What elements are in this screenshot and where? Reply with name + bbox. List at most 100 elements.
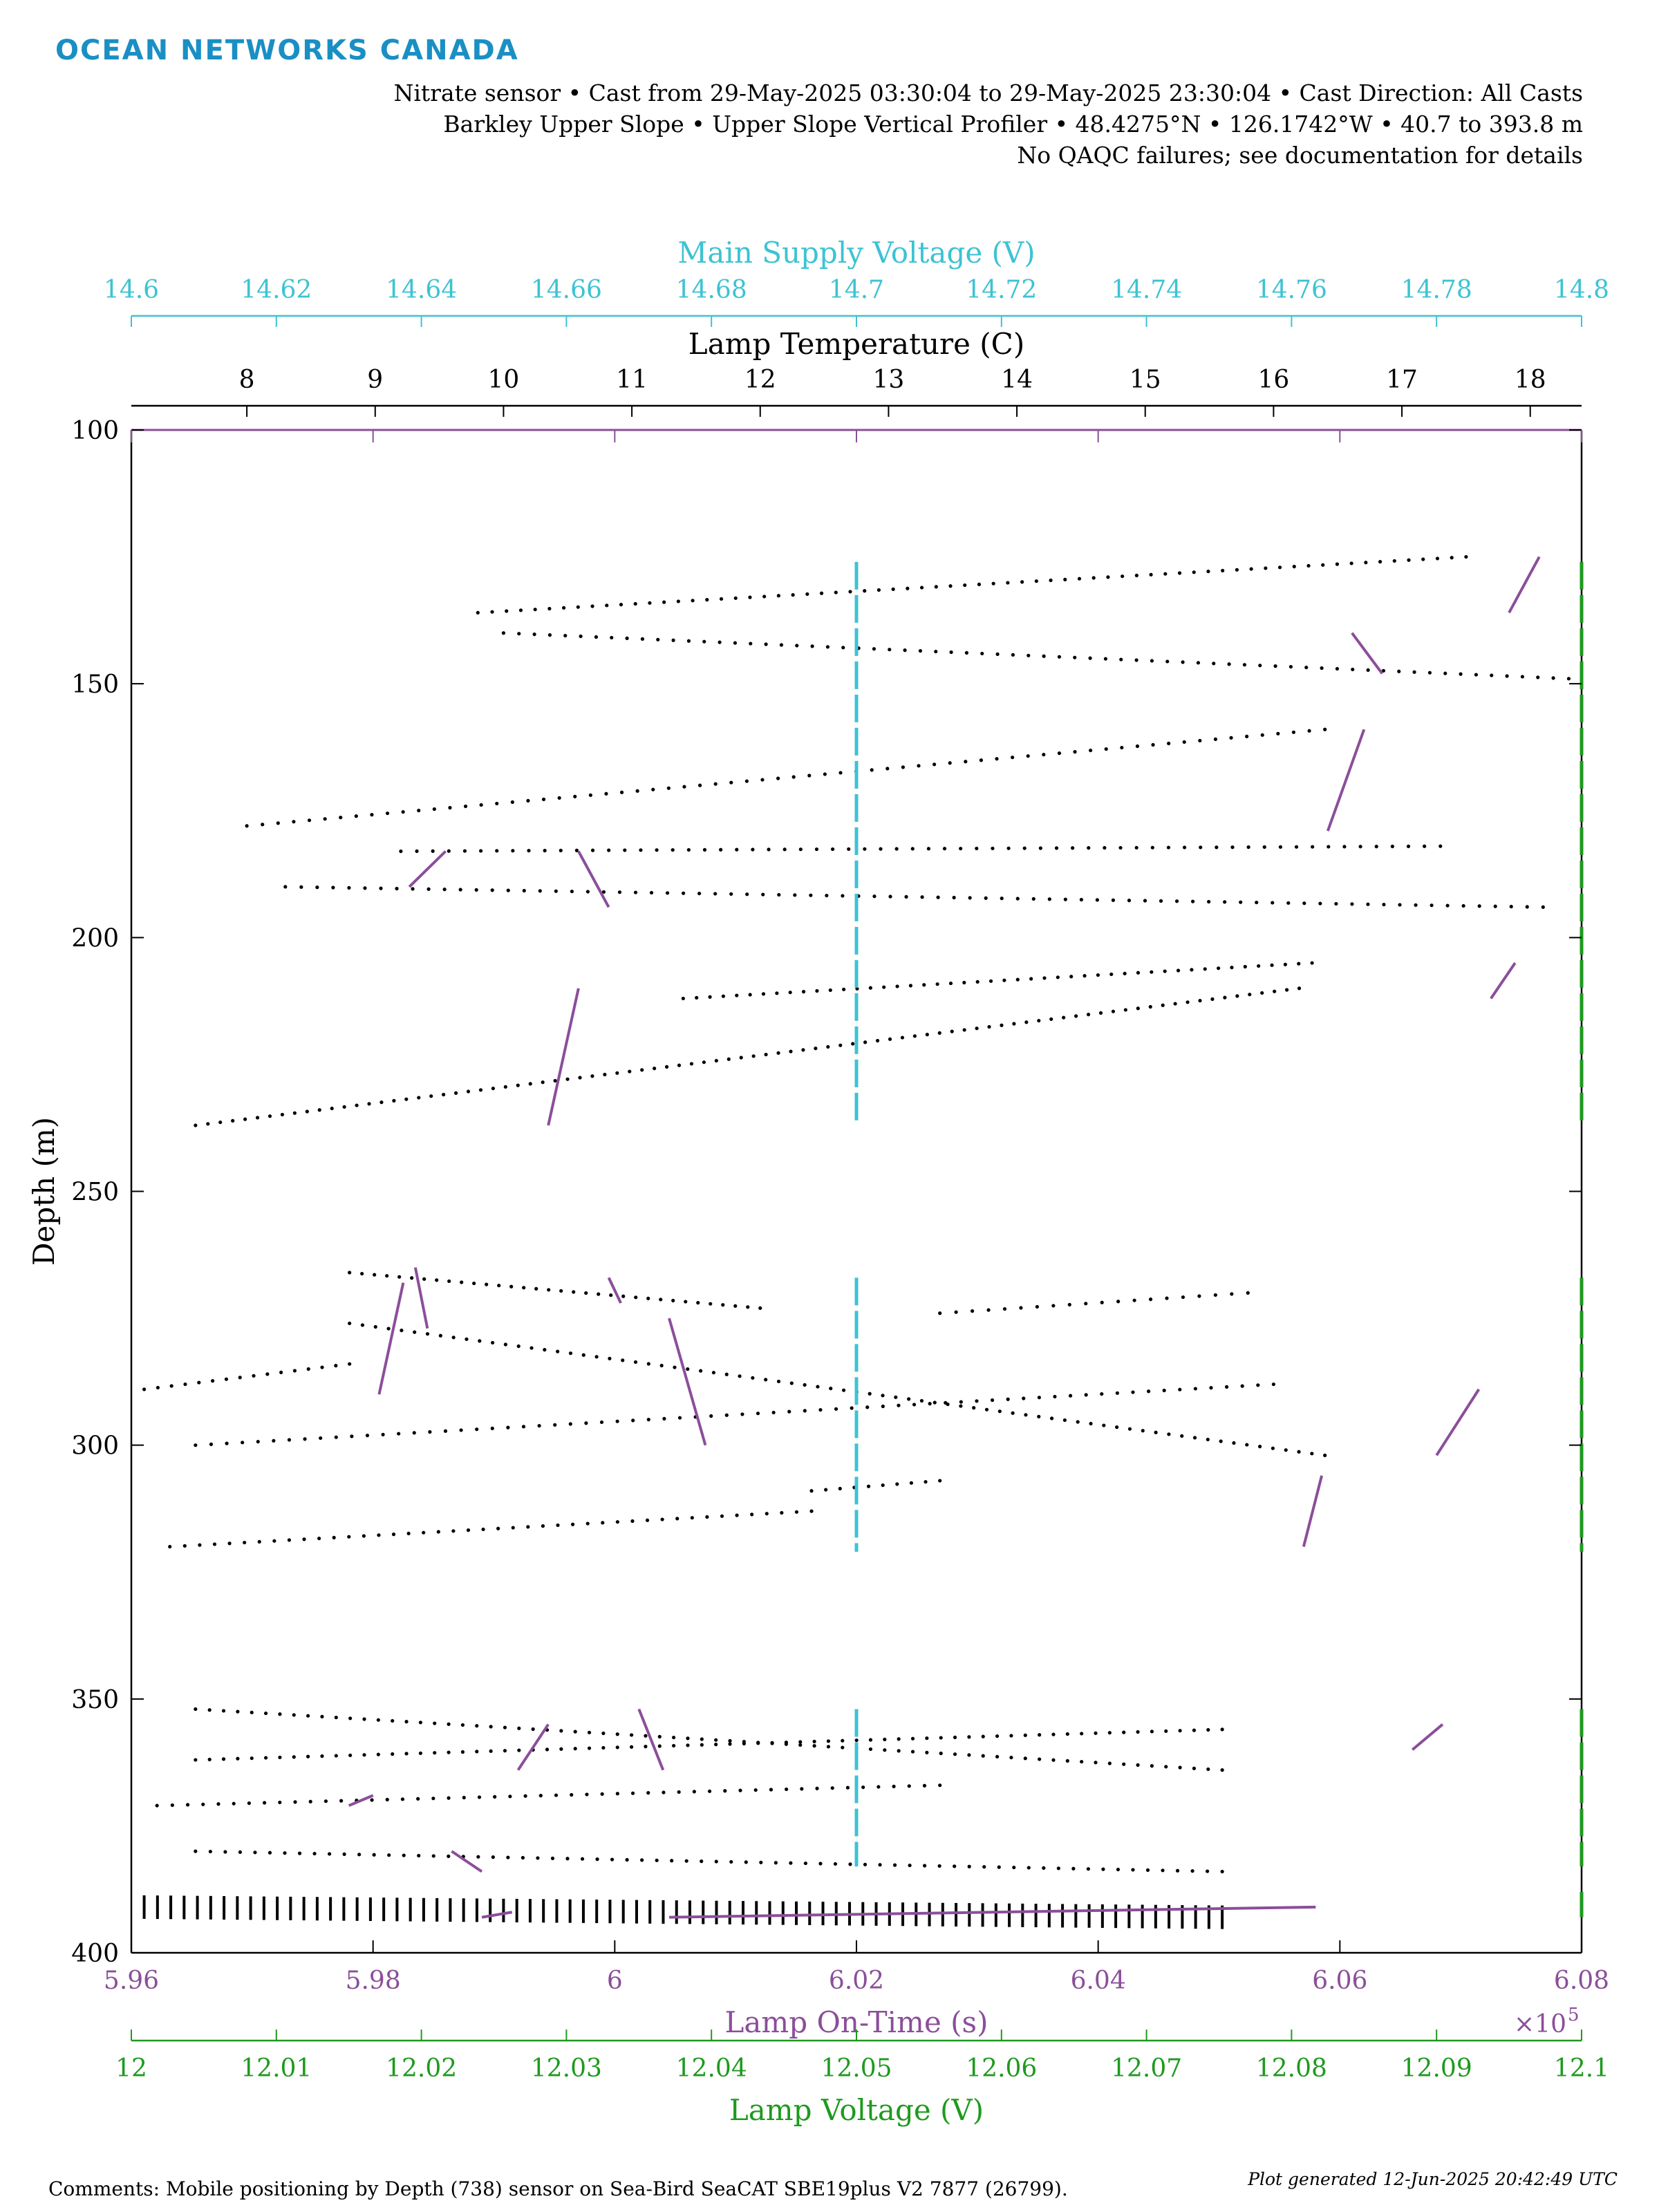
temperature-point bbox=[798, 1740, 803, 1744]
temperature-point bbox=[265, 1372, 270, 1376]
temperature-point bbox=[1323, 727, 1327, 731]
temperature-point bbox=[764, 1378, 768, 1382]
temperature-point bbox=[1150, 1764, 1154, 1768]
temperature-point bbox=[932, 762, 937, 767]
temperature-point bbox=[1131, 1390, 1135, 1394]
temperature-point bbox=[449, 1898, 452, 1922]
temperature-point bbox=[808, 1901, 812, 1925]
temperature-point bbox=[1027, 1866, 1031, 1870]
temperature-point bbox=[385, 811, 390, 816]
temperature-point bbox=[711, 1371, 716, 1375]
temperature-point bbox=[882, 985, 886, 989]
temperature-point bbox=[506, 1425, 510, 1430]
temperature-point bbox=[442, 888, 447, 892]
temperature-point bbox=[368, 1897, 372, 1921]
temperature-point bbox=[781, 1901, 785, 1925]
temperature-point bbox=[385, 1274, 389, 1278]
temperature-point bbox=[1349, 561, 1353, 565]
temperature-point bbox=[565, 1077, 570, 1081]
temperature-point bbox=[342, 1852, 346, 1856]
temperature-point bbox=[988, 979, 993, 983]
temperature-point bbox=[447, 1722, 451, 1726]
temperature-point bbox=[751, 1054, 756, 1058]
temperature-point bbox=[825, 893, 829, 898]
temperature-point bbox=[261, 823, 265, 827]
temperature-point bbox=[545, 1747, 550, 1752]
temperature-point bbox=[738, 1374, 742, 1378]
temperature-point bbox=[1079, 897, 1083, 902]
temperature-point bbox=[719, 847, 723, 852]
temperature-point bbox=[206, 1122, 210, 1126]
temperature-point bbox=[1207, 899, 1211, 904]
temperature-point bbox=[1248, 993, 1252, 997]
temperature-point bbox=[848, 1862, 852, 1866]
temperature-point bbox=[573, 1730, 577, 1734]
temperature-point bbox=[900, 1035, 905, 1040]
temperature-point bbox=[1327, 845, 1331, 849]
temperature-point bbox=[677, 1790, 681, 1794]
temperature-point bbox=[386, 1327, 391, 1331]
temperature-point bbox=[1122, 1762, 1126, 1766]
temperature-point bbox=[517, 1748, 521, 1752]
temperature-point bbox=[673, 1365, 677, 1369]
temperature-point bbox=[347, 1535, 351, 1539]
temperature-point bbox=[888, 648, 892, 652]
temperature-point bbox=[462, 1795, 466, 1800]
lamp-on-time-segment bbox=[1508, 556, 1541, 614]
temperature-point bbox=[1076, 1420, 1080, 1424]
temperature-point bbox=[1278, 845, 1283, 849]
temperature-point bbox=[1051, 1758, 1056, 1762]
temperature-point bbox=[348, 1321, 352, 1326]
temperature-point bbox=[517, 632, 521, 636]
lamp-voltage-tick-label: 12.03 bbox=[531, 2054, 602, 2083]
temperature-point bbox=[697, 783, 702, 787]
temperature-point bbox=[332, 1535, 336, 1539]
temperature-point bbox=[729, 1859, 733, 1864]
temperature-point bbox=[443, 1429, 448, 1433]
temperature-point bbox=[830, 1786, 834, 1790]
temperature-point bbox=[619, 790, 624, 794]
temperature-point bbox=[541, 1524, 545, 1528]
temperature-point bbox=[953, 1752, 957, 1756]
temperature-point bbox=[651, 787, 655, 791]
temperature-point bbox=[987, 1024, 991, 1029]
temperature-point bbox=[156, 1385, 160, 1390]
temperature-point bbox=[559, 848, 563, 852]
temperature-point bbox=[531, 1727, 535, 1732]
temperature-point bbox=[370, 813, 374, 817]
temperature-point bbox=[872, 647, 877, 651]
temperature-point bbox=[1180, 1434, 1184, 1438]
temperature-point bbox=[418, 1751, 422, 1755]
temperature-point bbox=[1490, 673, 1494, 677]
temperature-point bbox=[278, 1755, 282, 1759]
depth-tick-label: 350 bbox=[71, 1686, 119, 1714]
temperature-point bbox=[912, 1403, 917, 1407]
temperature-point bbox=[972, 1406, 976, 1410]
temperature-point bbox=[713, 782, 718, 786]
temperature-point bbox=[183, 1382, 187, 1387]
footer-comment: Comments: Mobile positioning by Depth (7… bbox=[48, 2177, 1068, 2200]
temperature-point bbox=[990, 1398, 995, 1403]
temperature-point bbox=[684, 1859, 688, 1863]
temperature-point bbox=[1065, 1732, 1069, 1736]
temperature-point bbox=[339, 1799, 344, 1803]
temperature-point bbox=[308, 1799, 312, 1803]
temperature-point bbox=[453, 1091, 458, 1095]
temperature-point bbox=[1023, 1756, 1027, 1761]
temperature-point bbox=[935, 982, 939, 986]
temperature-point bbox=[633, 1360, 638, 1365]
temperature-point bbox=[793, 893, 797, 897]
temperature-point bbox=[1245, 1443, 1249, 1447]
temperature-point bbox=[1177, 571, 1182, 575]
temperature-point bbox=[448, 805, 452, 810]
temperature-point bbox=[1116, 1300, 1121, 1304]
temperature-point bbox=[1164, 1765, 1168, 1769]
temperature-point bbox=[910, 1750, 915, 1754]
temperature-point bbox=[791, 775, 796, 779]
temperature-point bbox=[447, 1854, 451, 1858]
temperature-point bbox=[1000, 1023, 1004, 1027]
temperature-point bbox=[838, 771, 843, 775]
temperature-point bbox=[883, 1737, 887, 1741]
temperature-point bbox=[182, 1895, 186, 1920]
temperature-point bbox=[714, 1058, 718, 1063]
